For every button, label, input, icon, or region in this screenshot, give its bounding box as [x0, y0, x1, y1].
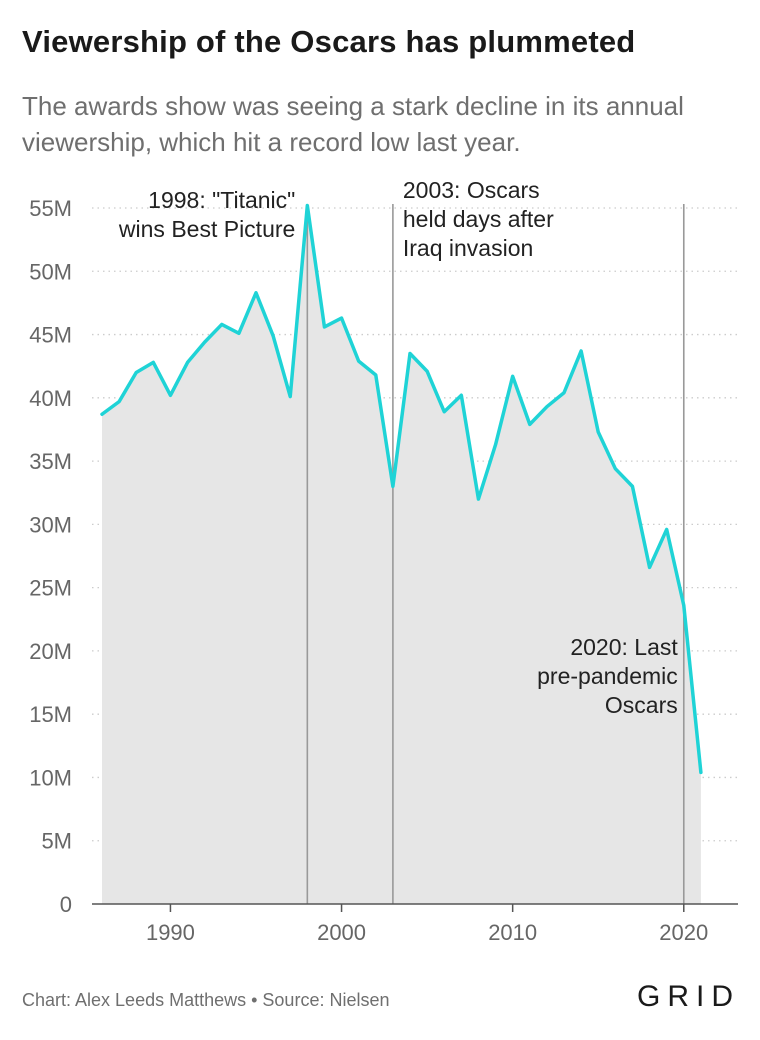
annotation-lines [306, 204, 685, 904]
chart-credit: Chart: Alex Leeds Matthews • Source: Nie… [22, 990, 390, 1010]
x-tick-label: 2010 [488, 920, 537, 945]
y-tick-label: 40M [29, 386, 72, 411]
annotation-label-1998: 1998: "Titanic" wins Best Picture [118, 187, 295, 242]
line-layer [100, 203, 703, 775]
viewership-line [100, 203, 703, 775]
y-tick-label: 50M [29, 259, 72, 284]
annotation-label-2020: 2020: Last pre-pandemic Oscars [537, 634, 678, 718]
y-tick-label: 15M [29, 702, 72, 727]
y-tick-label: 35M [29, 449, 72, 474]
x-tick-label: 1990 [146, 920, 195, 945]
chart-title: Viewership of the Oscars has plummeted [22, 24, 636, 59]
y-tick-label: 10M [29, 765, 72, 790]
y-tick-label: 45M [29, 323, 72, 348]
y-tick-label: 25M [29, 576, 72, 601]
x-tick-label: 2020 [659, 920, 708, 945]
annotation-label-2003: 2003: Oscars held days after Iraq invasion [403, 177, 554, 261]
y-tick-label: 30M [29, 512, 72, 537]
y-tick-label: 55M [29, 196, 72, 221]
y-tick-label: 20M [29, 639, 72, 664]
annotation-labels: 1998: "Titanic" wins Best Picture 2003: Os… [118, 177, 678, 718]
y-tick-label: 5M [41, 829, 72, 854]
grid-logo: GRID [637, 980, 740, 1013]
y-tick-label: 0 [60, 892, 72, 917]
chart-subtitle: The awards show was seeing a stark decli… [22, 91, 684, 157]
axes: 0 5M 10M 15M 20M 25M 30M 35M 40M 45M 50M 55M 1990 200… [29, 196, 738, 945]
viewership-area [102, 205, 701, 904]
x-tick-label: 2000 [317, 920, 366, 945]
area-layer [102, 205, 701, 904]
